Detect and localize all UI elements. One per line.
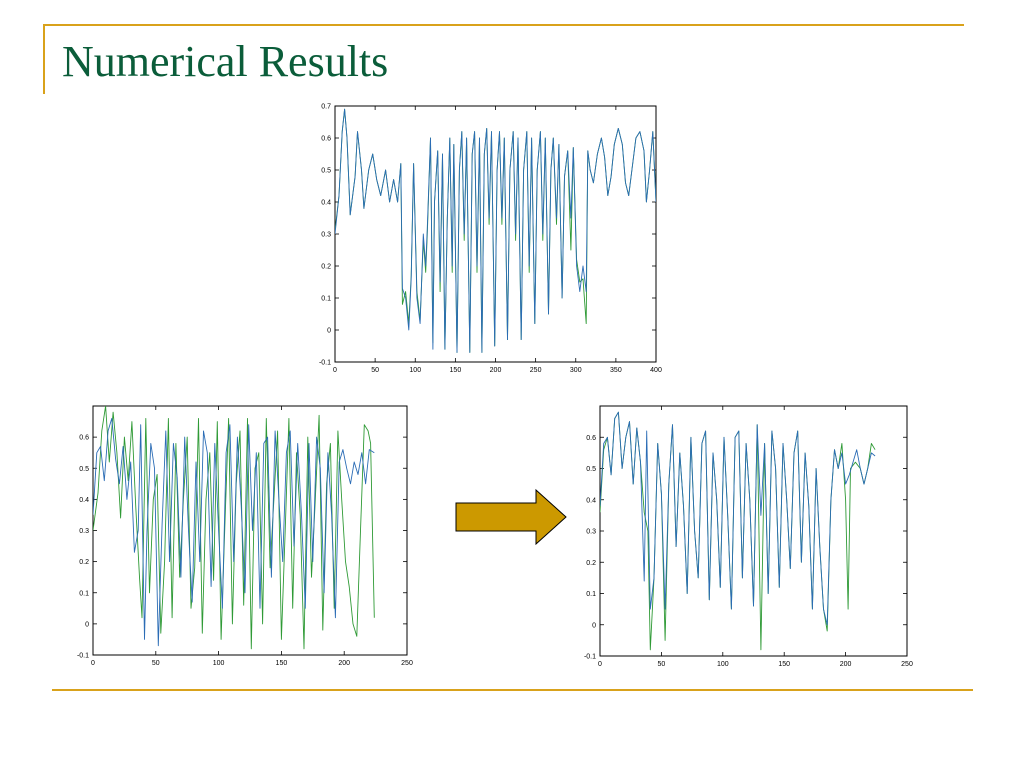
y-tick-label: 0.4 xyxy=(321,200,331,207)
y-tick-label: 0.3 xyxy=(586,529,596,536)
bottom-accent-rule xyxy=(52,689,973,691)
y-tick-label: -0.1 xyxy=(319,360,331,367)
y-tick-label: 0.7 xyxy=(321,104,331,111)
y-tick-label: 0.4 xyxy=(79,497,89,504)
plot-frame xyxy=(334,105,657,363)
y-tick-label: -0.1 xyxy=(77,653,89,660)
series-line-blue xyxy=(335,108,656,353)
series-line-blue xyxy=(93,417,375,647)
series-line-green xyxy=(600,411,876,651)
x-tick-label: 250 xyxy=(530,367,542,374)
y-tick-label: 0.5 xyxy=(586,466,596,473)
y-tick-label: 0.1 xyxy=(586,591,596,598)
y-tick-label: 0 xyxy=(85,621,89,628)
y-tick-label: 0.2 xyxy=(586,560,596,567)
y-tick-label: 0.2 xyxy=(79,559,89,566)
y-tick-label: 0.6 xyxy=(79,435,89,442)
series-line-blue xyxy=(600,411,876,626)
x-tick-label: 0 xyxy=(91,660,95,667)
x-tick-label: 150 xyxy=(778,661,790,668)
x-tick-label: 150 xyxy=(450,367,462,374)
x-tick-label: 150 xyxy=(276,660,288,667)
x-tick-label: 300 xyxy=(570,367,582,374)
y-tick-label: 0.6 xyxy=(321,136,331,143)
x-tick-label: 50 xyxy=(658,661,666,668)
y-tick-label: 0.2 xyxy=(321,264,331,271)
x-tick-label: 250 xyxy=(901,661,913,668)
y-tick-label: 0.3 xyxy=(321,232,331,239)
x-tick-label: 400 xyxy=(650,367,662,374)
x-tick-label: 200 xyxy=(840,661,852,668)
x-tick-label: 100 xyxy=(213,660,225,667)
top-accent-rule xyxy=(43,24,964,26)
x-tick-label: 200 xyxy=(338,660,350,667)
y-tick-label: 0.1 xyxy=(321,296,331,303)
x-tick-label: 50 xyxy=(152,660,160,667)
y-tick-label: 0.1 xyxy=(79,590,89,597)
chart-bottom-right: -0.100.10.20.30.40.50.60 50 100 150 200 250 xyxy=(584,405,913,668)
y-tick-label: 0.6 xyxy=(586,435,596,442)
left-accent-rule xyxy=(43,24,45,94)
x-tick-label: 0 xyxy=(598,661,602,668)
y-tick-label: 0.4 xyxy=(586,497,596,504)
x-tick-label: 50 xyxy=(371,367,379,374)
y-tick-label: 0 xyxy=(592,622,596,629)
y-tick-label: 0.3 xyxy=(79,528,89,535)
right-arrow-icon xyxy=(455,488,567,546)
x-tick-label: 100 xyxy=(409,367,421,374)
chart-top: -0.100.10.20.30.40.50.60.70 50 100 150 200 25… xyxy=(319,104,662,375)
x-tick-label: 350 xyxy=(610,367,622,374)
x-tick-label: 0 xyxy=(333,367,337,374)
x-tick-label: 100 xyxy=(717,661,729,668)
y-tick-label: 0.5 xyxy=(79,466,89,473)
y-tick-label: -0.1 xyxy=(584,654,596,661)
slide-title: Numerical Results xyxy=(62,37,389,86)
x-tick-label: 250 xyxy=(401,660,413,667)
chart-bottom-left: -0.100.10.20.30.40.50.60 50 100 150 200 250 xyxy=(77,405,413,667)
y-tick-label: 0.5 xyxy=(321,168,331,175)
x-tick-label: 200 xyxy=(490,367,502,374)
y-tick-label: 0 xyxy=(327,328,331,335)
